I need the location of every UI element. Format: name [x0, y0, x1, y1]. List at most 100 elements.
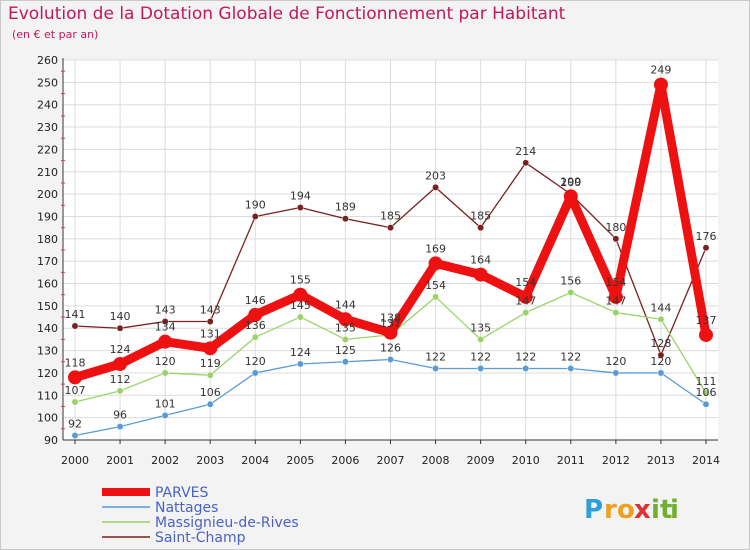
data-point [612, 309, 620, 317]
data-point [522, 365, 530, 372]
data-point [71, 322, 79, 330]
y-tick-label: 230 [37, 121, 58, 134]
data-label: 144 [335, 298, 356, 311]
data-point [161, 411, 169, 419]
y-tick-label: 100 [37, 412, 58, 425]
logo-letter: r [604, 495, 617, 525]
data-label: 131 [200, 327, 221, 340]
data-point [432, 293, 440, 301]
data-label: 169 [425, 242, 446, 255]
data-point [116, 324, 124, 332]
data-label: 144 [650, 301, 671, 314]
data-point [293, 287, 308, 302]
x-tick-label: 2014 [692, 454, 720, 467]
data-point [296, 204, 304, 211]
chart-title: Evolution de la Dotation Globale de Fonc… [8, 4, 566, 24]
data-point [657, 369, 665, 377]
data-label: 120 [245, 355, 266, 368]
data-point [251, 333, 259, 341]
y-tick-label: 110 [37, 389, 58, 402]
data-label: 136 [245, 319, 266, 332]
data-point [158, 334, 173, 349]
data-point [563, 189, 578, 204]
data-label: 135 [335, 321, 356, 334]
data-label: 185 [380, 210, 401, 223]
data-label: 180 [605, 221, 626, 234]
data-point [206, 400, 214, 408]
data-point [657, 315, 665, 323]
data-label: 122 [560, 350, 581, 363]
x-tick-label: 2007 [377, 454, 405, 467]
data-label: 125 [335, 344, 356, 357]
data-label: 106 [200, 386, 221, 399]
data-point [248, 307, 263, 322]
data-label: 176 [696, 230, 717, 243]
data-label: 147 [605, 295, 626, 308]
data-point [113, 357, 128, 371]
logo-letter: i [670, 495, 679, 525]
data-labels: 141 140 143 143 190 194 189 185 203 185 214 200 180 1… [65, 64, 717, 431]
data-label: 203 [425, 169, 446, 182]
y-tick-label: 260 [37, 54, 58, 67]
data-point [702, 400, 710, 408]
logo-letter: x [634, 495, 651, 525]
data-label: 154 [515, 276, 536, 289]
data-point [612, 369, 620, 377]
data-label: 185 [470, 210, 491, 223]
x-tick-label: 2011 [557, 454, 585, 467]
data-point [518, 289, 533, 304]
data-label: 101 [155, 397, 176, 410]
data-label: 214 [515, 145, 536, 158]
data-label: 249 [650, 64, 671, 77]
data-point [71, 432, 79, 439]
logo-letter: i [651, 495, 660, 525]
data-label: 128 [650, 337, 671, 350]
data-label: 120 [650, 355, 671, 368]
y-tick-label: 90 [44, 434, 58, 447]
data-label: 199 [560, 175, 581, 188]
data-point [477, 365, 485, 372]
data-point [522, 309, 530, 317]
y-tick-label: 200 [37, 188, 58, 201]
data-label: 126 [380, 342, 401, 355]
y-tick-label: 180 [37, 233, 58, 246]
data-label: 154 [605, 276, 626, 289]
data-point [477, 224, 485, 232]
data-point [387, 356, 394, 363]
axes: 90 100 110 120 130 140 150 160 170 180 190 200 210 22… [37, 54, 720, 467]
logo-letter: t [660, 495, 672, 525]
data-label: 124 [290, 346, 311, 359]
chart-subtitle: (en € et par an) [12, 28, 99, 41]
data-point [206, 371, 214, 379]
data-label: 141 [65, 308, 86, 321]
data-label: 200 [560, 176, 581, 189]
data-label: 107 [65, 384, 86, 397]
y-tick-label: 210 [37, 166, 58, 179]
y-tick-label: 120 [37, 367, 58, 380]
data-point [473, 267, 488, 282]
data-point [567, 365, 575, 372]
legend-label: PARVES [155, 485, 209, 501]
x-tick-label: 2002 [151, 454, 179, 467]
data-point [203, 341, 218, 356]
data-label: 147 [515, 295, 536, 308]
y-tick-label: 240 [37, 99, 58, 112]
data-label: 143 [155, 304, 176, 317]
grid [63, 59, 718, 441]
data-label: 156 [560, 274, 581, 287]
y-tick-label: 250 [37, 76, 58, 89]
legend: PARVESNattagesMassignieu-de-RivesSaint-C… [102, 485, 299, 546]
data-point [161, 369, 169, 377]
data-label: 111 [696, 375, 717, 388]
data-label: 138 [380, 312, 401, 325]
y-tick-label: 170 [37, 255, 58, 268]
data-point [432, 365, 440, 372]
data-label: 122 [470, 350, 491, 363]
data-point [296, 313, 304, 321]
data-label: 134 [155, 321, 176, 334]
x-tick-label: 2005 [286, 454, 314, 467]
data-point [206, 318, 214, 325]
legend-label: Massignieu-de-Rives [155, 515, 299, 531]
